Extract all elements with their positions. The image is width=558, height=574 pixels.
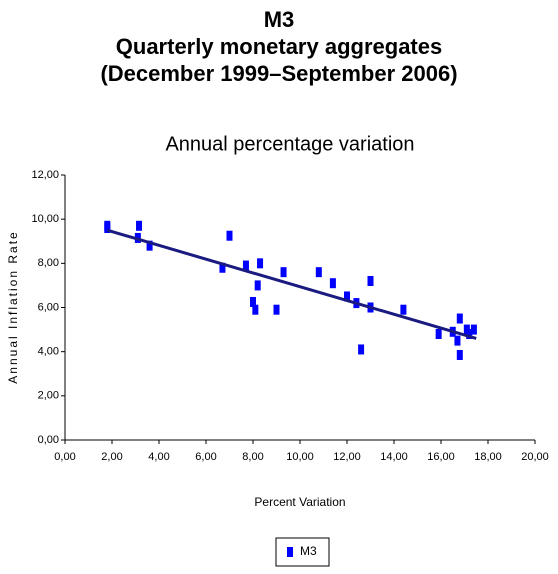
scatter-point xyxy=(435,329,442,339)
y-tick-label: 6,00 xyxy=(38,301,59,313)
y-tick-label: 2,00 xyxy=(38,390,59,402)
scatter-point xyxy=(252,304,259,315)
y-tick-label: 10,00 xyxy=(31,213,59,225)
scatter-point xyxy=(315,267,322,278)
x-tick-label: 14,00 xyxy=(380,451,408,463)
legend-label: M3 xyxy=(300,544,317,558)
x-tick-label: 12,00 xyxy=(333,451,361,463)
scatter-point xyxy=(367,276,374,286)
chart-title-line: Quarterly monetary aggregates xyxy=(116,34,442,59)
scatter-point xyxy=(219,262,226,273)
x-tick-label: 2,00 xyxy=(101,451,122,463)
legend-marker xyxy=(287,547,293,557)
scatter-point xyxy=(136,220,143,231)
scatter-point xyxy=(400,304,407,315)
scatter-point xyxy=(470,324,477,335)
y-tick-label: 4,00 xyxy=(38,346,59,358)
trend-line xyxy=(106,228,477,340)
scatter-point xyxy=(242,260,249,271)
scatter-point xyxy=(146,240,153,251)
scatter-point xyxy=(254,280,261,291)
chart-title-line: (December 1999–September 2006) xyxy=(100,61,457,86)
scatter-point xyxy=(104,220,111,231)
scatter-point xyxy=(280,267,287,278)
scatter-point xyxy=(454,335,461,346)
scatter-point xyxy=(456,313,463,324)
x-tick-label: 8,00 xyxy=(242,451,263,463)
x-tick-label: 16,00 xyxy=(427,451,455,463)
scatter-point xyxy=(344,291,350,302)
y-tick-label: 12,00 xyxy=(31,169,59,181)
chart-title-line: M3 xyxy=(264,7,295,32)
y-tick-label: 0,00 xyxy=(38,434,59,446)
x-tick-label: 0,00 xyxy=(54,451,75,463)
y-axis-label: Annual Inflation Rate xyxy=(6,230,20,383)
scatter-point xyxy=(456,349,463,360)
scatter-point xyxy=(466,329,473,339)
scatter-point xyxy=(226,230,233,241)
x-tick-label: 6,00 xyxy=(195,451,216,463)
x-tick-label: 18,00 xyxy=(474,451,502,463)
scatter-point xyxy=(257,258,264,269)
x-tick-label: 20,00 xyxy=(521,451,549,463)
scatter-point xyxy=(358,344,365,355)
x-tick-label: 10,00 xyxy=(286,451,314,463)
x-tick-label: 4,00 xyxy=(148,451,169,463)
scatter-point xyxy=(329,278,336,289)
y-tick-label: 8,00 xyxy=(38,257,59,269)
scatter-point xyxy=(273,304,280,315)
x-axis-label: Percent Variation xyxy=(254,495,345,509)
scatter-point xyxy=(250,296,256,307)
chart-subtitle: Annual percentage variation xyxy=(165,133,414,155)
legend-box xyxy=(275,537,330,567)
